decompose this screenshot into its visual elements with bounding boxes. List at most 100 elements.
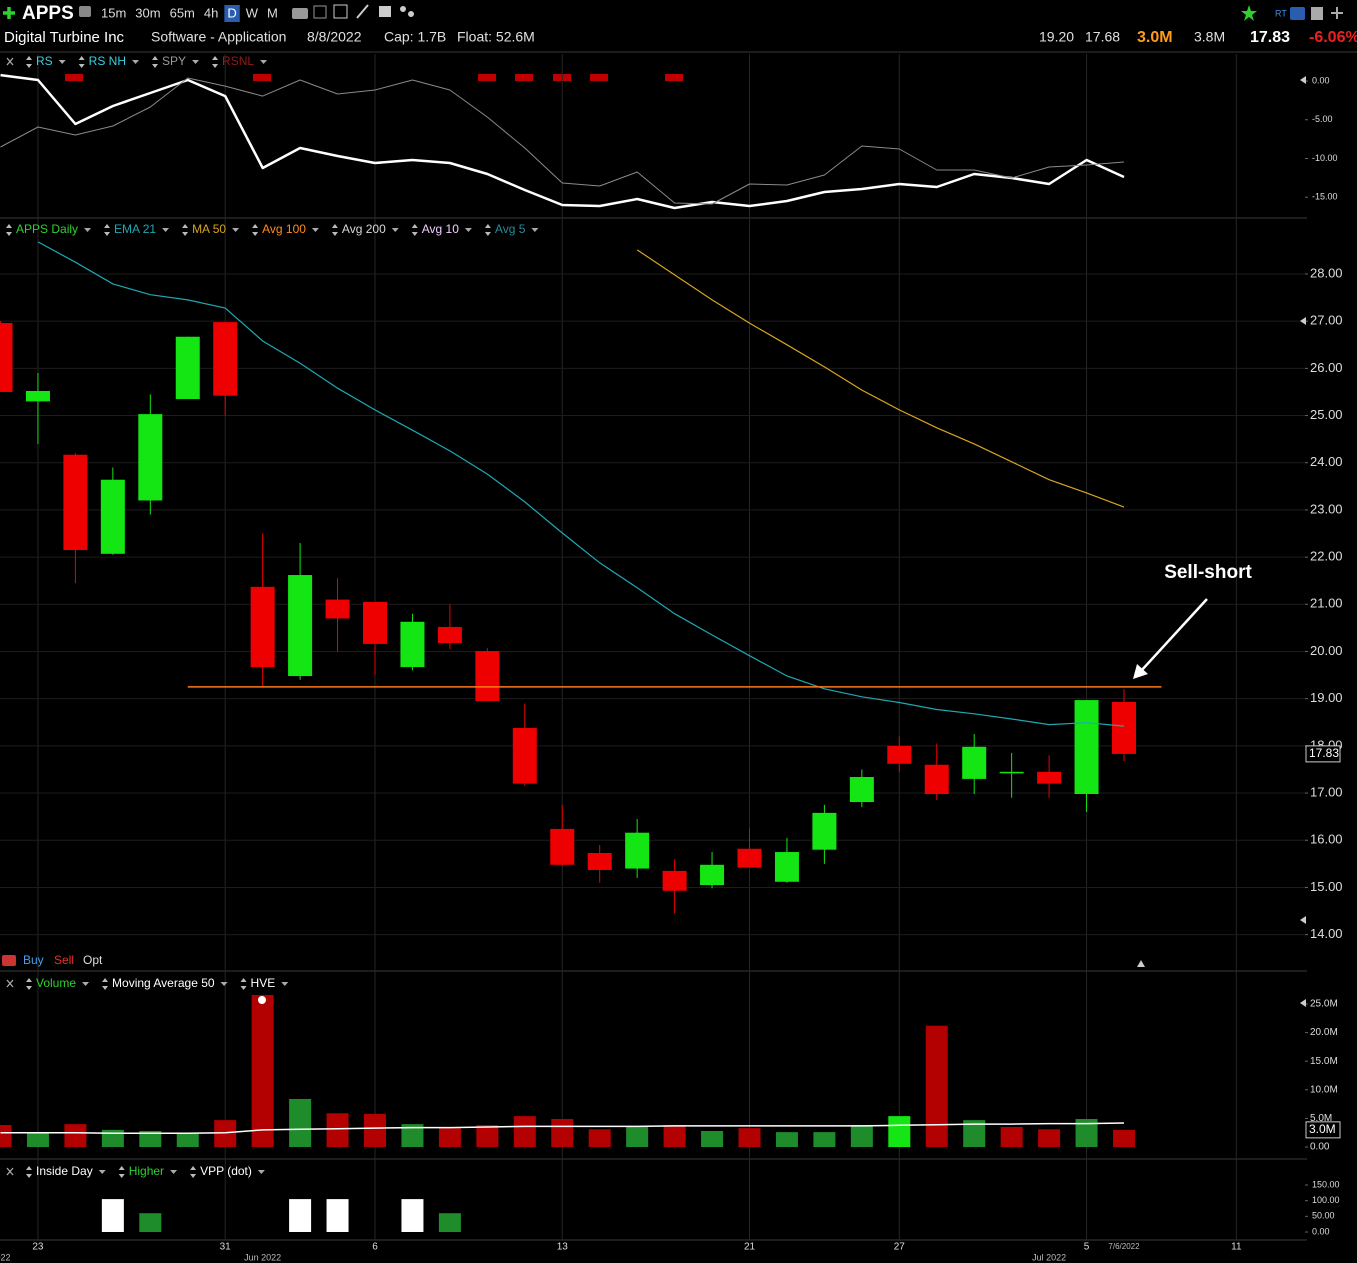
legend-dropdown[interactable]	[82, 982, 90, 986]
legend-item[interactable]: MA 50	[192, 222, 226, 236]
candle-body	[924, 764, 949, 795]
rsnl-marker	[515, 74, 533, 81]
favorite-icon[interactable]	[1241, 5, 1257, 21]
y-tick-label: 0.00	[1312, 1226, 1330, 1236]
legend-item[interactable]: HVE	[251, 976, 276, 990]
legend-dropdown[interactable]	[98, 1170, 106, 1174]
bars-icon[interactable]	[313, 5, 327, 19]
legend-dropdown[interactable]	[391, 228, 399, 232]
legend-reorder-icon[interactable]	[411, 224, 418, 236]
bar	[214, 1120, 237, 1148]
legend-reorder-icon[interactable]	[190, 1166, 197, 1178]
screener-icon[interactable]	[1290, 7, 1305, 20]
interval-option[interactable]: 30m	[135, 5, 160, 20]
legend-reorder-icon[interactable]	[26, 978, 32, 990]
legend-dropdown[interactable]	[464, 228, 472, 232]
calc-icon[interactable]	[333, 4, 348, 19]
interval-option[interactable]: 4h	[204, 5, 218, 20]
legend-item[interactable]: EMA 21	[114, 222, 156, 236]
legend-item[interactable]: RS	[36, 54, 53, 68]
draw-icon[interactable]	[356, 4, 369, 19]
sell-button[interactable]: Sell	[54, 953, 74, 967]
legend-item[interactable]: Avg 200	[342, 222, 386, 236]
legend-dropdown[interactable]	[132, 60, 140, 64]
realtime[interactable]: RT	[1275, 8, 1287, 18]
move-icon[interactable]	[1331, 7, 1343, 19]
legend-item[interactable]: Moving Average 50	[112, 976, 215, 990]
legend-reorder-icon[interactable]	[78, 56, 85, 68]
legend-reorder-icon[interactable]	[484, 224, 491, 236]
legend-reorder-icon[interactable]	[26, 1166, 32, 1178]
legend-item[interactable]: Avg 5	[495, 222, 526, 236]
annotation-arrowhead	[1133, 664, 1148, 679]
legend-reorder-icon[interactable]	[212, 56, 219, 68]
legend-dropdown[interactable]	[220, 982, 228, 986]
legend-item[interactable]: VPP (dot)	[200, 1164, 252, 1178]
legend-item[interactable]: RSNL	[222, 54, 254, 68]
legend-item[interactable]: Higher	[129, 1164, 164, 1178]
legend-dropdown[interactable]	[531, 228, 539, 232]
interval-option[interactable]: 65m	[170, 5, 195, 20]
legend-reorder-icon[interactable]	[152, 56, 159, 68]
company-name: Digital Turbine Inc	[4, 29, 125, 46]
scale-marker	[1300, 76, 1306, 84]
annotation-text: Sell-short	[1164, 562, 1252, 583]
trade-icon[interactable]	[2, 955, 16, 966]
legend-dropdown[interactable]	[281, 982, 289, 986]
legend-item[interactable]: APPS Daily	[16, 222, 78, 236]
bar	[476, 1124, 499, 1148]
legend-dropdown[interactable]	[58, 60, 66, 64]
legend-reorder-icon[interactable]	[26, 56, 32, 68]
legend-reorder-icon[interactable]	[240, 978, 247, 990]
legend-dropdown[interactable]	[311, 228, 319, 232]
interval-option[interactable]: M	[267, 5, 278, 20]
legend-item[interactable]: RS NH	[89, 54, 126, 68]
legend-reorder-icon[interactable]	[104, 224, 111, 236]
legend-item[interactable]: Inside Day	[36, 1164, 93, 1178]
legend-item[interactable]: Avg 10	[422, 222, 459, 236]
legend-dropdown[interactable]	[257, 1170, 265, 1174]
legend-item[interactable]: Avg 100	[262, 222, 306, 236]
legend-reorder-icon[interactable]	[252, 224, 259, 236]
symbol[interactable]: APPS	[22, 3, 74, 24]
legend-item[interactable]: Volume	[36, 976, 76, 990]
legend-reorder-icon[interactable]	[331, 224, 338, 236]
scale-marker	[1300, 999, 1306, 1007]
share-icon[interactable]	[408, 11, 414, 17]
bar	[1113, 1129, 1135, 1148]
legend-dropdown[interactable]	[192, 60, 200, 64]
legend-dropdown[interactable]	[232, 228, 240, 232]
buy-button[interactable]: Buy	[23, 953, 44, 967]
scale-marker	[1300, 317, 1306, 325]
layout-icon[interactable]	[379, 6, 391, 17]
interval-option[interactable]: 15m	[101, 5, 126, 20]
legend-reorder-icon[interactable]	[6, 224, 12, 236]
share-icon[interactable]	[400, 6, 406, 12]
close-panel[interactable]	[6, 57, 14, 66]
legend-reorder-icon[interactable]	[118, 1166, 125, 1178]
bar	[401, 1199, 424, 1232]
close-panel[interactable]	[6, 1167, 14, 1176]
legend-reorder-icon[interactable]	[102, 978, 109, 990]
close-panel[interactable]	[6, 979, 14, 988]
legend-dropdown[interactable]	[162, 228, 170, 232]
alert-icon[interactable]	[79, 6, 91, 17]
bar	[139, 1131, 162, 1148]
legend-dropdown[interactable]	[84, 228, 92, 232]
y-tick-label: 10.0M	[1310, 1084, 1338, 1095]
y-tick-label: -5.00	[1312, 114, 1333, 124]
chart-type-icon[interactable]	[292, 8, 308, 19]
y-tick-label: 0.00	[1312, 75, 1330, 85]
bar	[1000, 1126, 1023, 1148]
interval-option[interactable]: W	[246, 5, 259, 20]
interval-option[interactable]: D	[227, 5, 236, 20]
bar	[64, 1124, 87, 1148]
print-icon[interactable]	[1311, 7, 1323, 20]
legend-reorder-icon[interactable]	[182, 224, 189, 236]
legend-dropdown[interactable]	[260, 60, 268, 64]
add-icon[interactable]	[3, 7, 15, 19]
legend-dropdown[interactable]	[170, 1170, 178, 1174]
options-button[interactable]: Opt	[83, 953, 103, 967]
rsnl-marker	[253, 74, 271, 81]
legend-item[interactable]: SPY	[162, 54, 186, 68]
